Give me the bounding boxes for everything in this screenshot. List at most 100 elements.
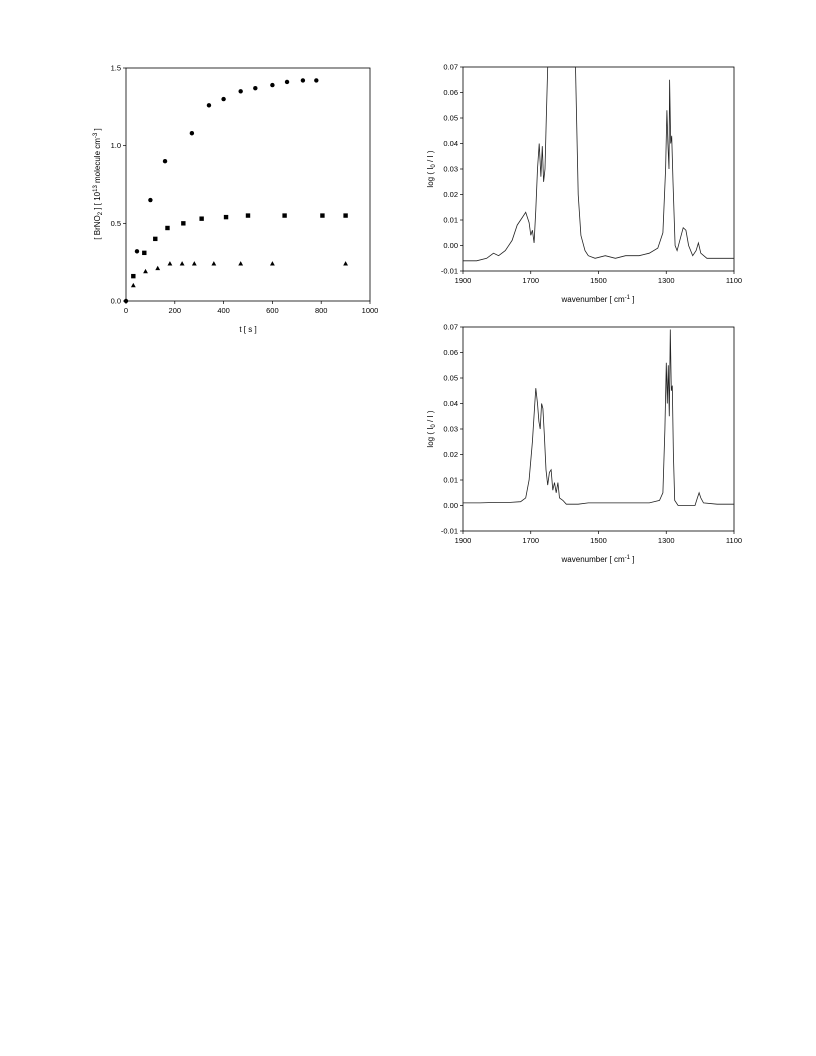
y-tick-label: 0.02 (443, 450, 458, 459)
chart-ir-spectrum-top: 1900 1700 1500 1300 1100 -0.01 0.00 0.01 0.02 0.0… (426, 63, 742, 305)
y-label-part: / I ) (426, 150, 435, 164)
x-tick-label: 800 (315, 306, 328, 315)
y-label-subscript: 0 (431, 424, 437, 428)
y-tick-label: 0.5 (111, 219, 121, 228)
y-label-part: ] [ 10 (93, 191, 102, 212)
y-axis-label: log ( I0 / I ) (426, 410, 437, 447)
data-point-triangle (143, 268, 148, 274)
data-point-square (343, 213, 348, 218)
data-point-triangle (191, 261, 197, 266)
y-label-part: [ BrNO (93, 215, 102, 239)
data-point-square (165, 225, 170, 231)
tick-group: 1900 1700 1500 1300 1100 -0.01 0.00 0.01 0.02 0.0… (441, 63, 742, 286)
data-point-triangle (155, 265, 161, 271)
data-point-triangle (130, 282, 136, 288)
y-label-part: log ( I (426, 168, 435, 188)
y-label-part: molecule cm (93, 138, 102, 185)
y-tick-label: 0.05 (443, 374, 458, 383)
x-axis-label: t [ s ] (239, 325, 256, 334)
data-point-circle (284, 79, 290, 85)
data-point-triangle (179, 261, 185, 266)
y-tick-label: 0.0 (111, 297, 121, 306)
data-point-square (282, 213, 287, 218)
x-label-superscript: -1 (625, 555, 631, 561)
y-label-superscript: -3 (93, 132, 99, 138)
x-tick-label: 0 (124, 306, 128, 315)
y-tick-label: 0.02 (443, 190, 458, 199)
plot-frame (462, 66, 735, 272)
y-tick-label: 0.07 (443, 63, 458, 72)
y-label-part: log ( I (426, 428, 435, 448)
data-point-square (142, 250, 147, 256)
y-tick-label: -0.01 (441, 527, 458, 536)
x-tick-label: 1000 (362, 306, 379, 315)
plot-frame (125, 67, 371, 302)
y-label-superscript: 13 (93, 185, 99, 192)
y-tick-label: 0.01 (443, 216, 458, 225)
y-label-part: ] (93, 128, 102, 132)
data-point-circle (206, 103, 212, 108)
x-tick-label: 1700 (522, 536, 539, 545)
x-tick-label: 200 (169, 306, 182, 315)
x-label-superscript: -1 (625, 295, 631, 301)
data-point-circle (221, 96, 226, 102)
data-point-triangle (238, 261, 244, 266)
data-point-circle (300, 78, 306, 83)
plot-frame (462, 326, 735, 532)
spectrum-line (463, 329, 734, 506)
y-tick-label: 0.07 (443, 323, 458, 332)
data-point-circle (162, 159, 168, 164)
chart-brno2-kinetics: 0 200 400 600 800 1000 0.0 0.5 1.0 1.5 t [ s ] [ … (93, 64, 378, 335)
tick-group: 1900 1700 1500 1300 1100 -0.01 0.00 0.01 0.02 0.0… (441, 323, 742, 546)
data-points (123, 78, 348, 304)
y-label-subscript: 2 (98, 211, 104, 215)
data-point-circle (238, 89, 243, 94)
data-point-circle (270, 82, 275, 88)
x-tick-label: 1500 (590, 276, 607, 285)
y-tick-label: -0.01 (441, 267, 458, 276)
data-point-square (153, 236, 158, 242)
x-label-part: ] (630, 295, 634, 304)
data-point-circle (148, 197, 153, 203)
x-tick-label: 1700 (522, 276, 539, 285)
x-tick-label: 600 (266, 306, 279, 315)
x-tick-label: 1100 (726, 536, 742, 545)
data-point-square (199, 216, 204, 221)
x-tick-label: 1100 (726, 276, 742, 285)
y-label-part: / I ) (426, 410, 435, 424)
data-point-triangle (343, 261, 348, 266)
data-point-circle (134, 249, 140, 254)
x-label-part: wavenumber [ cm (561, 555, 625, 564)
y-tick-label: 0.06 (443, 88, 458, 97)
y-label-subscript: 0 (431, 164, 437, 168)
tick-group: 0 200 400 600 800 1000 0.0 0.5 1.0 1.5 (111, 64, 379, 316)
y-tick-label: 0.06 (443, 348, 458, 357)
y-axis-label: [ BrNO2 ] [ 1013 molecule cm-3 ] (93, 128, 104, 239)
data-point-circle (314, 78, 319, 83)
x-tick-label: 1300 (658, 276, 675, 285)
x-label-part: wavenumber [ cm (561, 295, 625, 304)
data-point-triangle (211, 261, 217, 266)
x-tick-label: 400 (217, 306, 230, 315)
x-tick-label: 1500 (590, 536, 607, 545)
y-tick-label: 0.01 (443, 476, 458, 485)
y-tick-label: 0.00 (443, 501, 458, 510)
x-tick-label: 1300 (658, 536, 675, 545)
data-point-circle (189, 131, 195, 136)
x-tick-label: 1900 (455, 276, 472, 285)
y-tick-label: 1.0 (111, 141, 121, 150)
chart-ir-spectrum-bottom: 1900 1700 1500 1300 1100 -0.01 0.00 0.01 0.02 0.0… (426, 323, 742, 565)
data-point-square (181, 221, 186, 226)
data-point-square (223, 214, 229, 220)
data-point-circle (253, 85, 258, 91)
data-point-square (131, 273, 136, 279)
y-tick-label: 0.04 (443, 399, 458, 408)
x-label-part: ] (630, 555, 634, 564)
data-point-circle (123, 298, 129, 304)
x-axis-label: wavenumber [ cm-1 ] (561, 295, 635, 304)
data-point-square (245, 213, 251, 218)
y-tick-label: 0.04 (443, 139, 458, 148)
data-point-square (320, 213, 325, 218)
y-tick-label: 0.03 (443, 425, 458, 434)
